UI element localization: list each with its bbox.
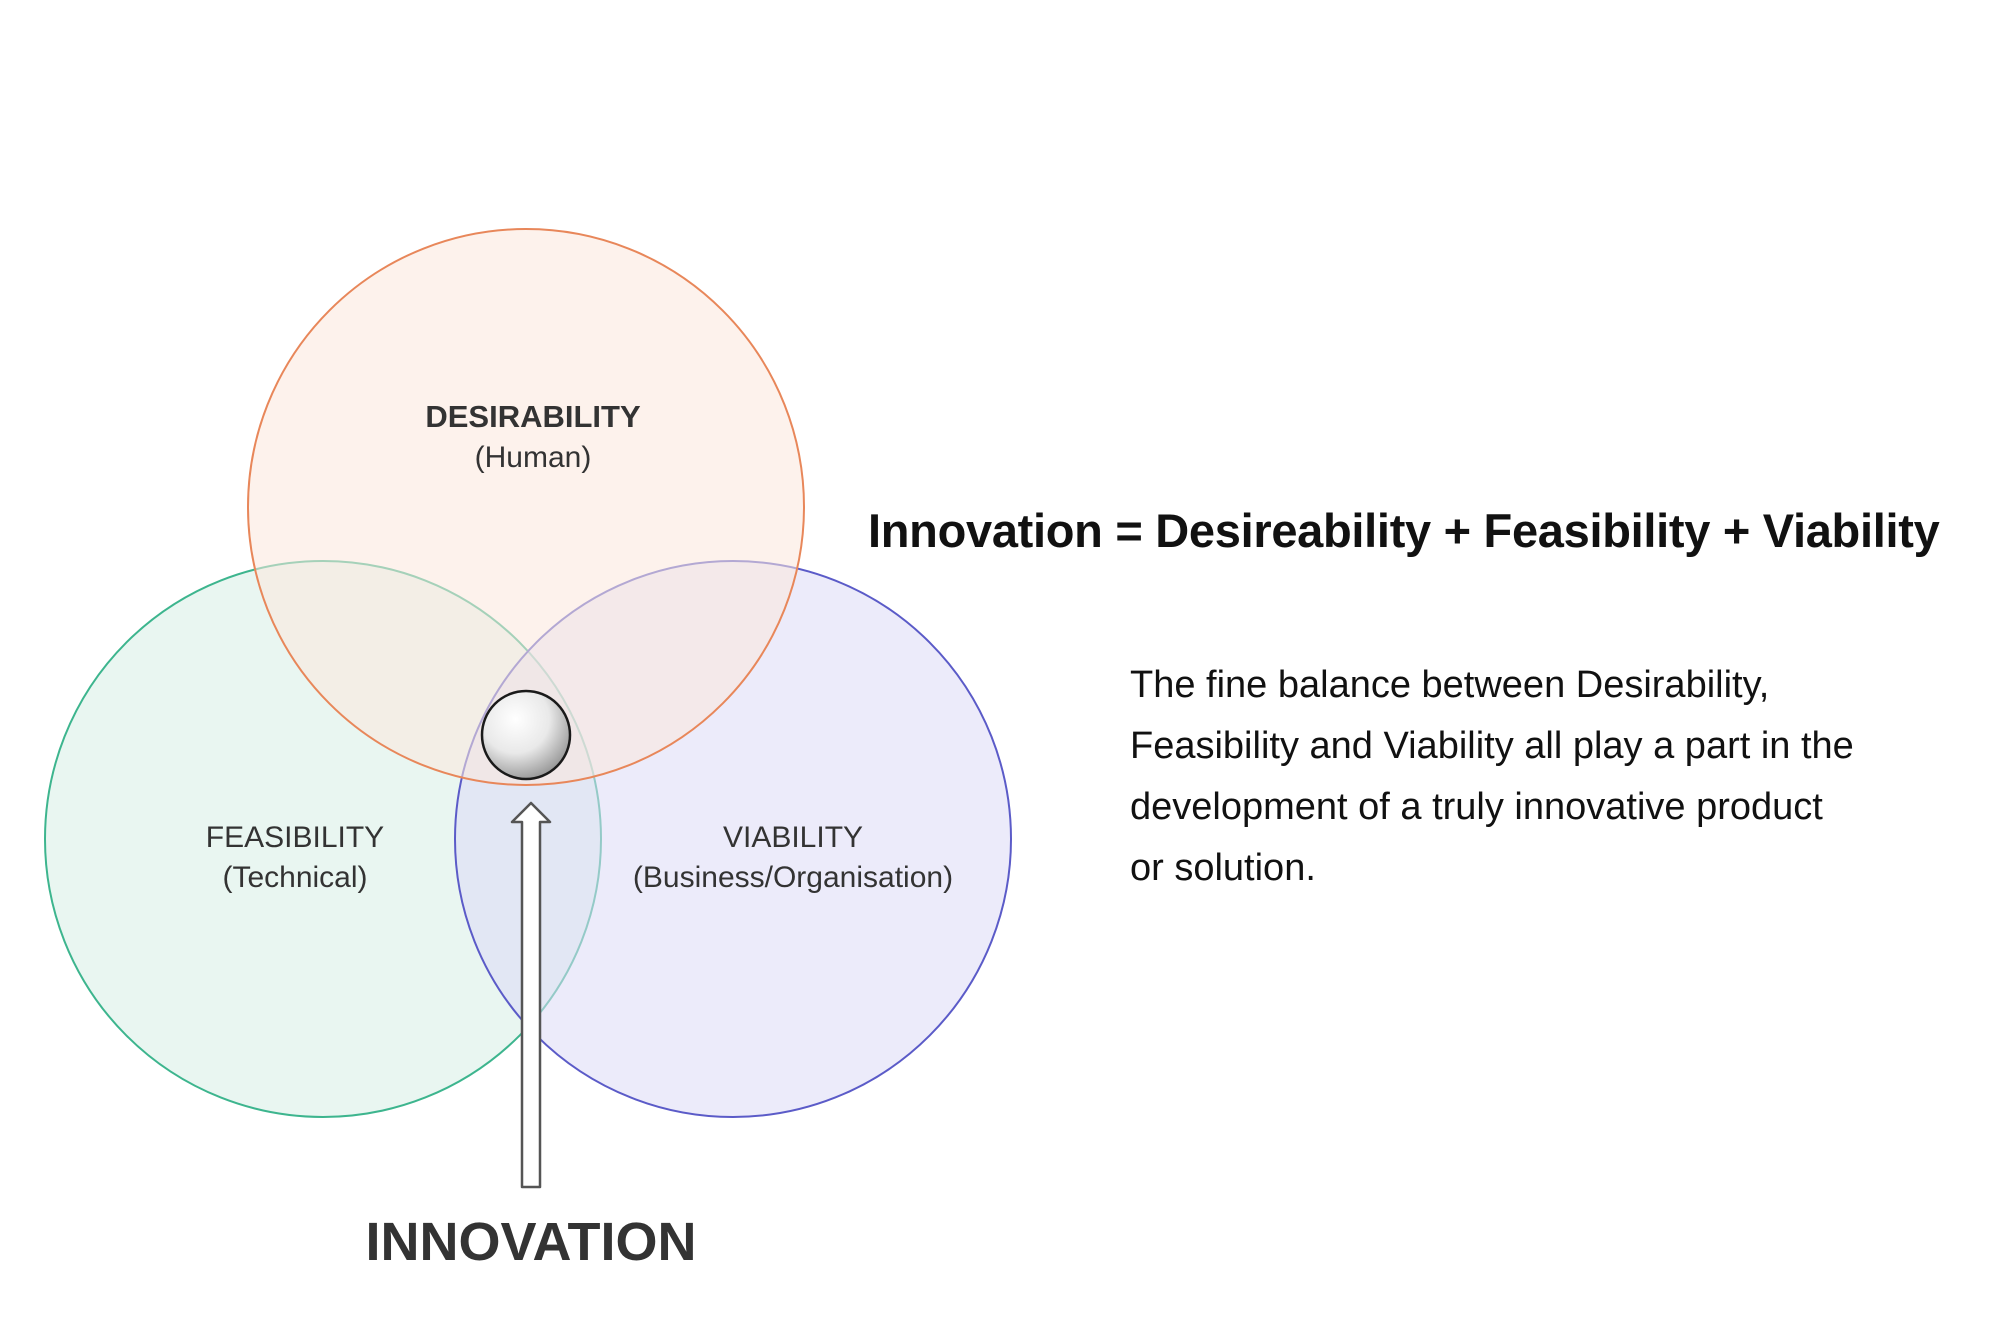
feasibility-title: FEASIBILITY [206,821,384,854]
description-line: Feasibility and Viability all play a par… [1130,725,1854,767]
description-line: The fine balance between Desirability, [1130,664,1770,706]
innovation-center-sphere [480,689,572,781]
description-line: or solution. [1130,847,1316,889]
innovation-arrow [510,801,552,1189]
innovation-equation-heading: Innovation = Desireability + Feasibility… [868,504,1940,557]
desirability-circle [247,228,805,786]
description-paragraph: The fine balance between Desirability, F… [1130,655,1980,899]
viability-subtitle: (Business/Organisation) [633,861,953,894]
desirability-title: DESIRABILITY [425,399,641,434]
description-line: development of a truly innovative produc… [1130,786,1823,828]
desirability-subtitle: (Human) [475,441,592,474]
viability-title: VIABILITY [723,821,863,854]
innovation-label: INNOVATION [366,1212,697,1272]
feasibility-subtitle: (Technical) [222,861,367,894]
